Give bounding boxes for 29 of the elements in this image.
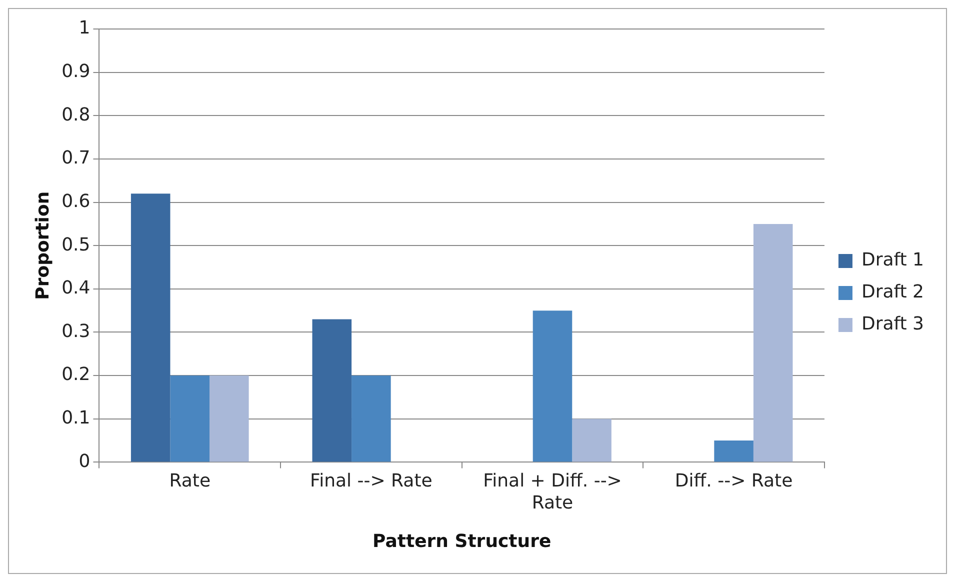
y-tick-label: 0 (78, 450, 90, 472)
bar (170, 376, 210, 462)
bar (753, 224, 793, 462)
bar (714, 440, 754, 462)
x-tick-label: Rate (169, 470, 211, 492)
legend-label: Draft 3 (861, 314, 924, 335)
y-tick-label: 0.5 (62, 234, 90, 256)
bar (572, 418, 612, 462)
bar (130, 194, 170, 462)
y-tick-label: 0.1 (62, 408, 90, 429)
y-tick-label: 1 (78, 18, 90, 39)
legend-label: Draft 1 (861, 250, 924, 271)
x-tick-label: Diff. --> Rate (674, 470, 793, 492)
y-tick-label: 0.8 (62, 104, 90, 126)
y-tick-label: 0.2 (62, 364, 90, 386)
x-tick-label: Final --> Rate (310, 470, 432, 492)
bar (532, 310, 572, 462)
x-tick-label: Final + Diff. --> Rate (483, 470, 622, 514)
legend-label: Draft 2 (861, 282, 924, 303)
y-tick-label: 0.9 (62, 60, 90, 82)
bar (210, 376, 249, 462)
y-axis-title: Proportion (32, 191, 54, 300)
y-tick-label: 0.3 (62, 320, 90, 342)
y-tick-label: 0.6 (62, 190, 90, 212)
bar (352, 376, 391, 462)
x-axis-title: Pattern Structure (372, 530, 552, 552)
y-tick-label: 0.7 (62, 148, 90, 169)
bar (312, 319, 352, 462)
y-tick-label: 0.4 (62, 278, 90, 299)
